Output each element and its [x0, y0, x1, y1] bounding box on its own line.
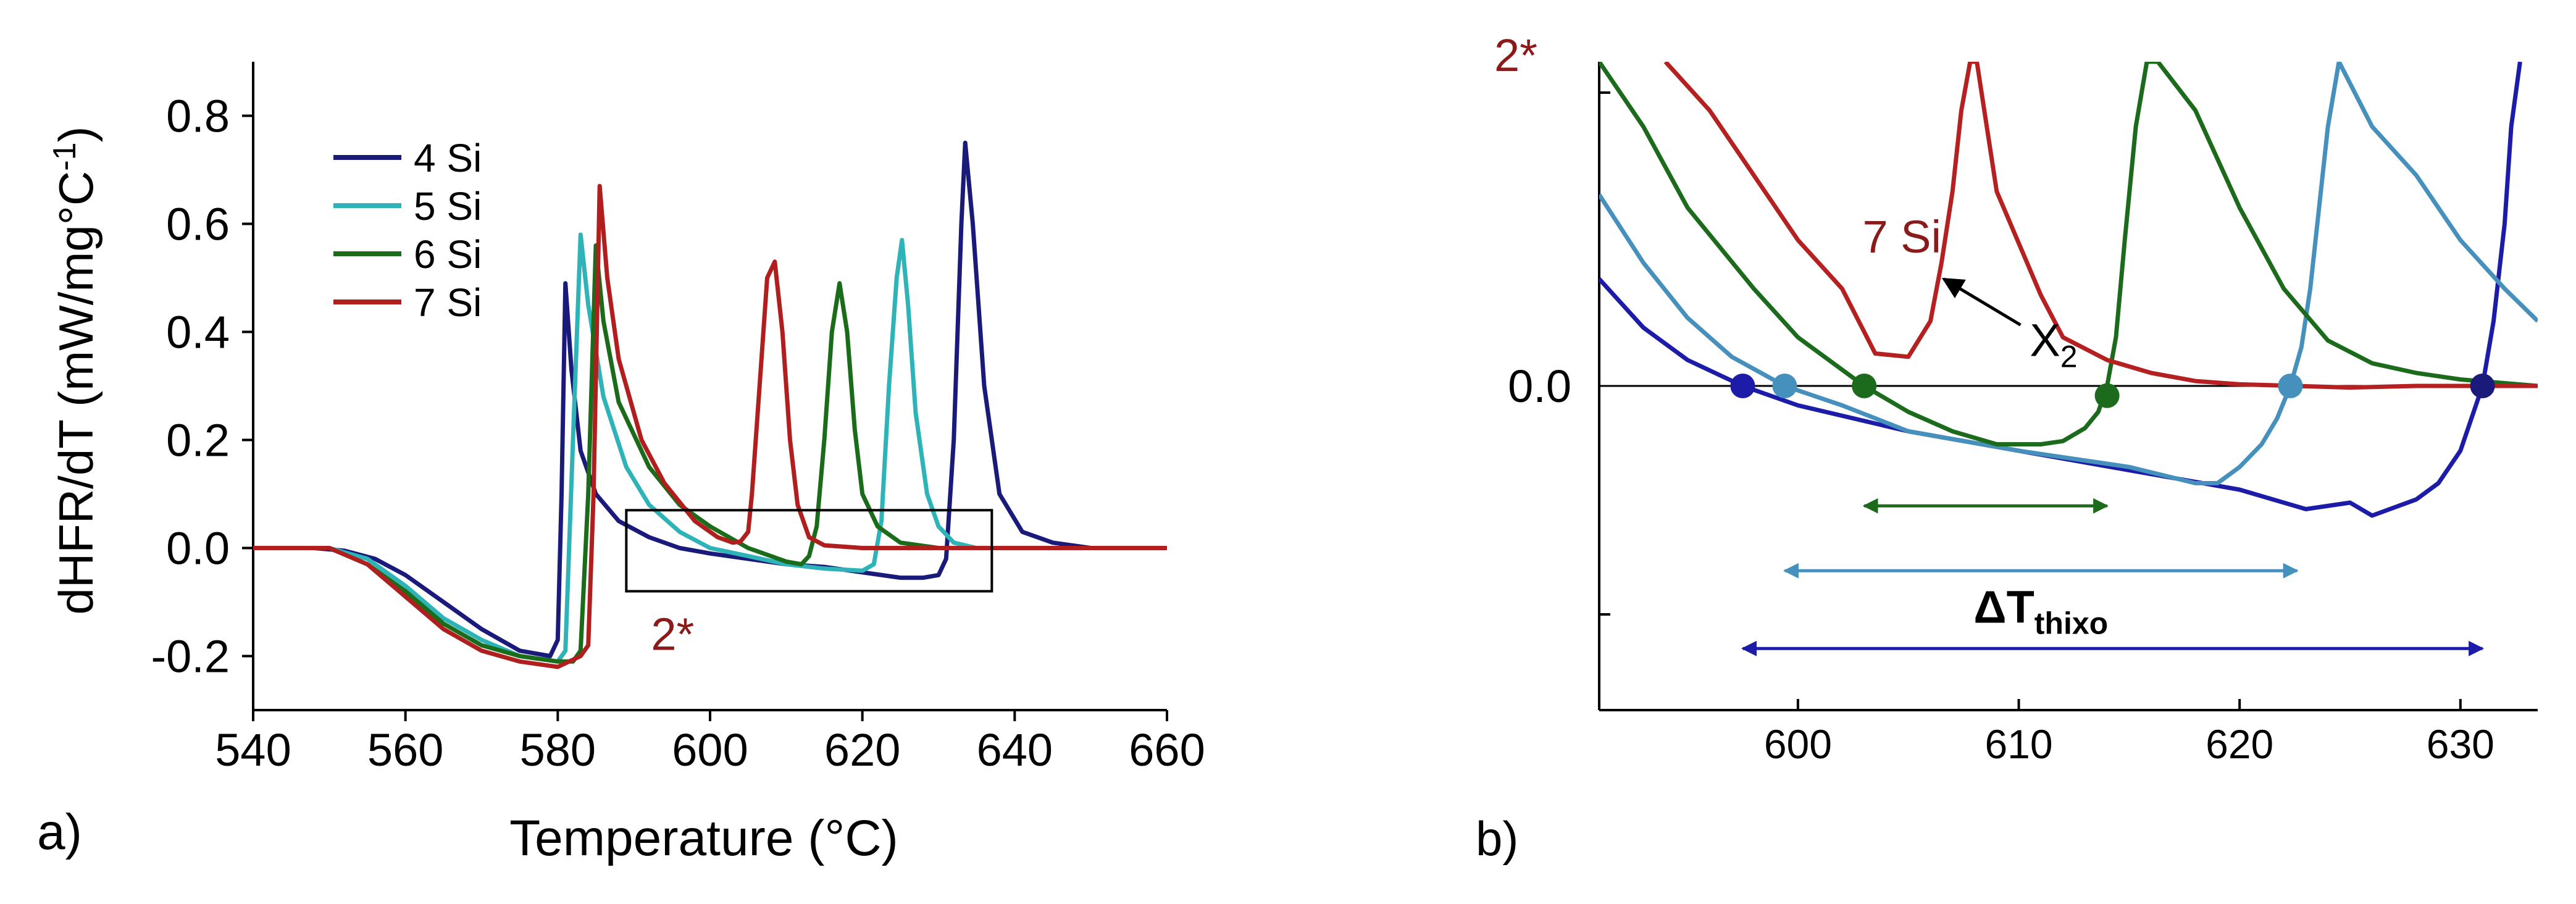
- y-tick-label: 0.0: [1508, 361, 1571, 412]
- onset-markers: [1730, 374, 2495, 408]
- inset-region-label: 2*: [651, 609, 694, 660]
- x-tick-label: 610: [1984, 721, 2052, 767]
- legend-label-5si: 5 Si: [414, 184, 482, 228]
- series-line-7si: [253, 183, 1167, 669]
- onset-marker: [1772, 374, 1797, 398]
- x-tick-label: 540: [215, 724, 291, 776]
- plot-area-b: [1599, 62, 2538, 518]
- annotation-x2: X2: [2030, 314, 2077, 374]
- onset-marker: [2470, 374, 2495, 398]
- series-line-5si: [253, 232, 1167, 664]
- series-line-4si: [253, 140, 1167, 658]
- thixo-ranges: [1741, 498, 2485, 656]
- x-ticks: 540 560 580 600 620 640 660: [215, 710, 1205, 776]
- series-line-6si: [253, 243, 1167, 664]
- x-ticks: 600 610 620 630: [1764, 699, 2494, 767]
- annotation-delta-t-thixo: ΔTthixo: [1973, 581, 2108, 640]
- y-tick-label: 0.8: [166, 91, 230, 142]
- y-tick-label: 0.6: [166, 199, 230, 250]
- legend-label-7si: 7 Si: [414, 280, 482, 325]
- series-line-4si: [1599, 62, 2522, 518]
- legend: 4 Si 5 Si 6 Si 7 Si: [333, 136, 482, 325]
- x-tick-label: 620: [2206, 721, 2273, 767]
- y-tick-label: 0.4: [166, 307, 230, 358]
- onset-marker: [2094, 383, 2120, 408]
- onset-marker: [1730, 374, 1755, 398]
- y-tick-label: 0.2: [166, 415, 230, 466]
- x-tick-label: 600: [672, 724, 748, 776]
- x-tick-label: 560: [367, 724, 443, 776]
- x-axis-title: Temperature (°C): [509, 810, 898, 866]
- onset-marker: [1852, 374, 1877, 398]
- onset-marker: [2278, 374, 2303, 398]
- legend-label-6si: 6 Si: [414, 232, 482, 277]
- annotation-x2-arrow: [1941, 277, 2022, 327]
- y-tick-label: 0.0: [166, 523, 230, 574]
- inset-region-box: [625, 509, 993, 593]
- x-tick-label: 580: [520, 724, 596, 776]
- y-axis-title: dHFR/dT (mW/mg°C-1): [47, 127, 103, 615]
- x-tick-label: 640: [977, 724, 1053, 776]
- x-tick-label: 630: [2427, 721, 2494, 767]
- chart-panel-b: 600 610 620 630 0.0 2* 7 Si X2: [1476, 30, 2538, 866]
- chart-title: 2*: [1494, 30, 1537, 81]
- series-line-7si: [1663, 62, 2538, 390]
- x-tick-label: 600: [1764, 721, 1832, 767]
- annotation-7si: 7 Si: [1862, 211, 1941, 262]
- x-tick-label: 620: [824, 724, 900, 776]
- y-ticks: -0.2 0.0 0.2 0.4 0.6 0.8: [151, 91, 253, 682]
- chart-panel-a: 540 560 580 600 620 640 660 -0.2 0.0 0.2…: [37, 62, 1205, 866]
- panel-label-b: b): [1476, 811, 1518, 866]
- x-tick-label: 660: [1129, 724, 1205, 776]
- panel-label-a: a): [37, 804, 82, 860]
- plot-area-a: [253, 140, 1167, 669]
- y-tick-label: -0.2: [151, 631, 230, 682]
- legend-label-4si: 4 Si: [414, 136, 482, 180]
